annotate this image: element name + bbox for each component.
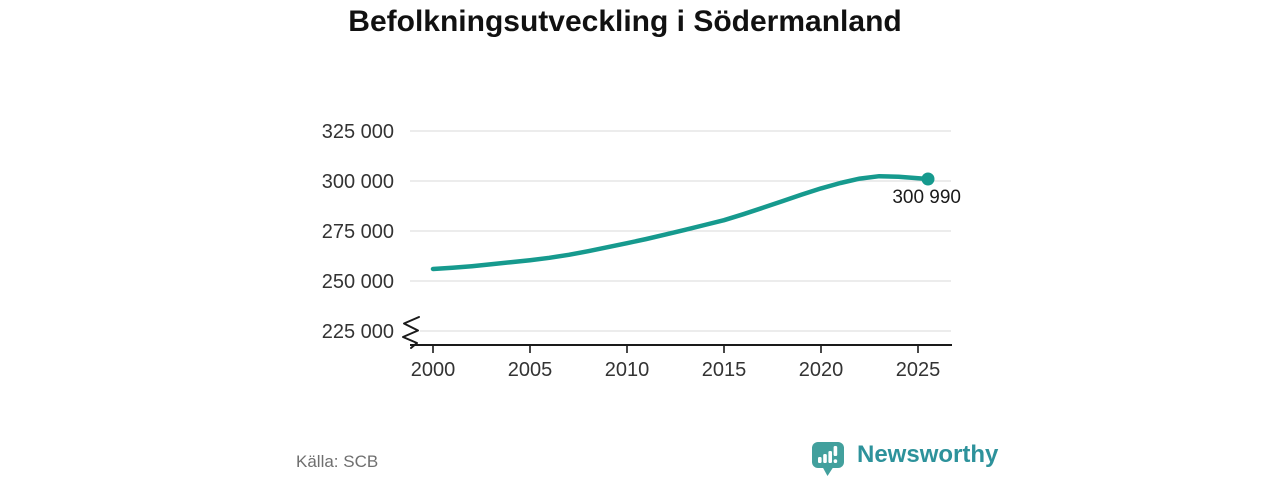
logo-bar-1 [818,457,822,463]
y-tick-label: 275 000 [322,221,394,243]
x-tick-label: 2000 [411,359,456,381]
y-tick-label: 325 000 [322,121,394,143]
x-tick-label: 2020 [799,359,844,381]
newsworthy-logo[interactable]: Newsworthy [810,440,998,478]
population-line-chart: 325 000 300 000 275 000 250 000 225 000 2000… [322,121,961,381]
x-tick-label: 2025 [896,359,941,381]
newsworthy-logo-text: Newsworthy [857,441,999,468]
y-tick-label: 225 000 [322,321,394,343]
logo-bar-3 [828,451,832,463]
logo-exclamation-bar [833,446,838,456]
x-axis: 2000 2005 2010 2015 2020 2025 [410,344,952,381]
x-tick-label: 2015 [702,359,747,381]
y-tick-label: 250 000 [322,271,394,293]
logo-badge-bubble [812,442,844,468]
source-caption: Källa: SCB [296,452,379,471]
chart-title: Befolkningsutveckling i Södermanland [348,5,902,38]
y-axis-break-icon [402,316,420,349]
logo-exclamation-dot [833,459,838,463]
latest-value-label: 300 990 [892,187,961,208]
y-axis-labels: 325 000 300 000 275 000 250 000 225 000 [322,121,394,343]
newsworthy-logo-icon [812,442,844,476]
latest-point-marker [921,172,935,186]
x-tick-label: 2010 [605,359,650,381]
x-tick-label: 2005 [508,359,553,381]
y-tick-label: 300 000 [322,171,394,193]
logo-badge-tail [822,466,834,476]
logo-bar-2 [823,454,827,463]
population-line [430,173,931,272]
